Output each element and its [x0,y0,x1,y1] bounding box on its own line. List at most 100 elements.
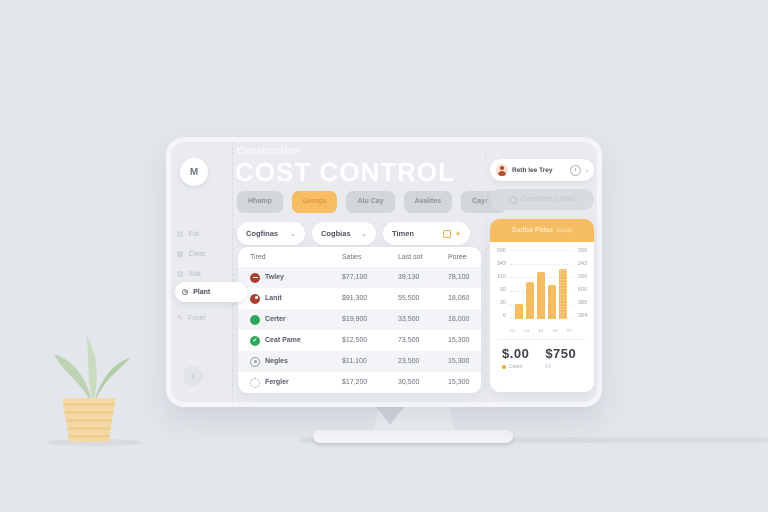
total-label: Dated [509,364,523,370]
row-value: 55,500 [398,295,420,302]
table-row[interactable]: Twley $77,100 39,130 78,100 [238,267,481,288]
tab-gemga-active[interactable]: Gemga [291,191,338,213]
chevron-down-icon: ⌄ [361,230,367,238]
chart-bar [526,281,534,319]
status-icon-red-dash [250,272,260,283]
tab-bar: Hhamp Gemga Alu Cay Avalites Cayr Ia [237,191,507,213]
status-icon-gray-dotted [250,377,260,388]
table-header-row: Tired Saties Last sot Poree [238,247,481,267]
x-tick-label: 07 [566,328,572,333]
tick-label: 50 [499,287,506,293]
filter-dropdown-label: Cogbias [321,229,351,238]
chart-bar [515,303,523,319]
tick-label: 243 [578,261,588,267]
filter-dropdown-2[interactable]: Cogbias ⌄ [312,222,376,245]
tick-label: 500 [578,287,588,293]
page-subtitle: Construction [237,146,300,157]
total-label: F1 [545,364,552,370]
column-header: Poree [448,253,467,261]
row-value: $12,500 [342,337,368,344]
sidebar: M ▤ Pat ▦ Cleat ▧ Wat ◷ Plant ✎ Fovet [171,142,247,402]
sidebar-item-label: Fovet [187,314,206,322]
tab-alu-cay[interactable]: Alu Cay [346,191,395,213]
column-header: Saties [342,253,362,261]
row-value: 73,500 [398,337,420,344]
row-value: 23,500 [398,358,420,365]
user-avatar [496,164,508,176]
plant-leaves [54,336,130,404]
total-primary: $.00 Dated [502,346,529,370]
table-row[interactable]: Lanit $91,300 55,500 18,060 [238,288,481,309]
row-name: Certer [265,316,286,323]
tab-hhamp[interactable]: Hhamp [237,191,283,213]
table-row[interactable]: Negles $11,100 23,500 15,300 [238,351,481,372]
total-value: $.00 [502,346,530,361]
row-value: $77,100 [342,274,368,281]
filter-dropdown-label: Cogfinas [246,229,279,238]
column-header: Tired [250,253,266,261]
calendar-icon [443,229,452,238]
status-icon-gray-ring [250,356,260,367]
table-row[interactable]: Ceat Pame $12,500 73,500 15,300 [238,330,481,351]
column-header: Last sot [398,253,423,261]
summary-card: Sudba Fidas Accay 500 343 110 50 30 0 20… [490,219,594,392]
app-logo: M [180,158,208,186]
bar-chart: 500 343 110 50 30 0 200 243 200 500 385 … [490,242,594,335]
chevron-down-icon: ⌄ [290,230,296,238]
sidebar-item-pat[interactable]: ▤ Pat [177,226,199,242]
sidebar-item-wat[interactable]: ▧ Wat [177,266,201,282]
row-name: Ceat Pame [265,337,301,344]
tick-label: 30 [499,300,506,306]
tick-label: 110 [497,274,506,280]
tab-avalites[interactable]: Avalites [403,191,453,213]
chart-bar [548,284,556,319]
x-axis: 02 xa 12 03 07 [510,328,572,333]
plot-area [510,250,572,319]
tick-label: 200 [578,274,588,280]
sidebar-item-cleat[interactable]: ▦ Cleat [177,246,205,262]
status-icon-green-check [250,335,260,346]
tick-label: 200 [578,248,588,254]
total-value: $750 [545,346,577,361]
bars-group [510,250,572,319]
sidebar-item-label: Cleat [188,250,205,258]
divider [498,339,586,340]
row-value: 39,130 [398,274,420,281]
x-tick-label: xa [524,328,530,333]
file-icon: ▤ [177,230,184,238]
grid-icon: ▧ [177,270,184,278]
row-value: $19,900 [342,316,368,323]
sidebar-item-fovet[interactable]: ✎ Fovet [177,310,205,326]
search-input[interactable]: Ceaushse Comei [490,189,594,210]
user-menu[interactable]: Reth lee Trey › [490,159,594,181]
y-axis-right: 200 243 200 500 385 384 [578,248,591,319]
sidebar-item-label: Plant [193,288,211,296]
row-value: 33,500 [398,316,420,323]
row-value: $91,300 [342,295,368,302]
page-title: COST CONTROL [235,157,455,187]
x-tick-label: 02 [510,328,516,333]
filter-dropdown-1[interactable]: Cogfinas ⌄ [237,222,305,245]
right-panel: Reth lee Trey › Ceaushse Comei Sudba Fid… [485,142,597,402]
sidebar-item-plant-active[interactable]: ◷ Plant [175,282,247,302]
chart-bar [559,268,567,319]
table-row[interactable]: Certer $19,900 33,500 18,000 [238,309,481,330]
tick-label: 343 [496,261,506,267]
table-row[interactable]: Fergler $17,200 30,500 15,300 [238,372,481,393]
monitor-screen: M ▤ Pat ▦ Cleat ▧ Wat ◷ Plant ✎ Fovet [166,137,602,407]
chart-bar [537,272,545,319]
date-filter[interactable]: Timen ✦ [383,222,470,245]
row-name: Twley [265,274,284,281]
sidebar-expand-button[interactable]: › [183,366,203,386]
user-name: Reth lee Trey [512,166,553,174]
summary-card-header: Sudba Fidas Accay [490,219,594,242]
date-filter-label: Timen [392,229,414,238]
clock-icon: ◷ [182,288,189,296]
row-value: 30,500 [398,379,420,386]
row-value: 15,300 [448,379,470,386]
tick-label: 0 [502,313,506,319]
summary-title: Sudba Fidas [511,227,554,234]
total-secondary: $750 F1 [545,346,576,370]
tick-label: 500 [496,248,506,254]
row-value: 78,100 [448,274,470,281]
